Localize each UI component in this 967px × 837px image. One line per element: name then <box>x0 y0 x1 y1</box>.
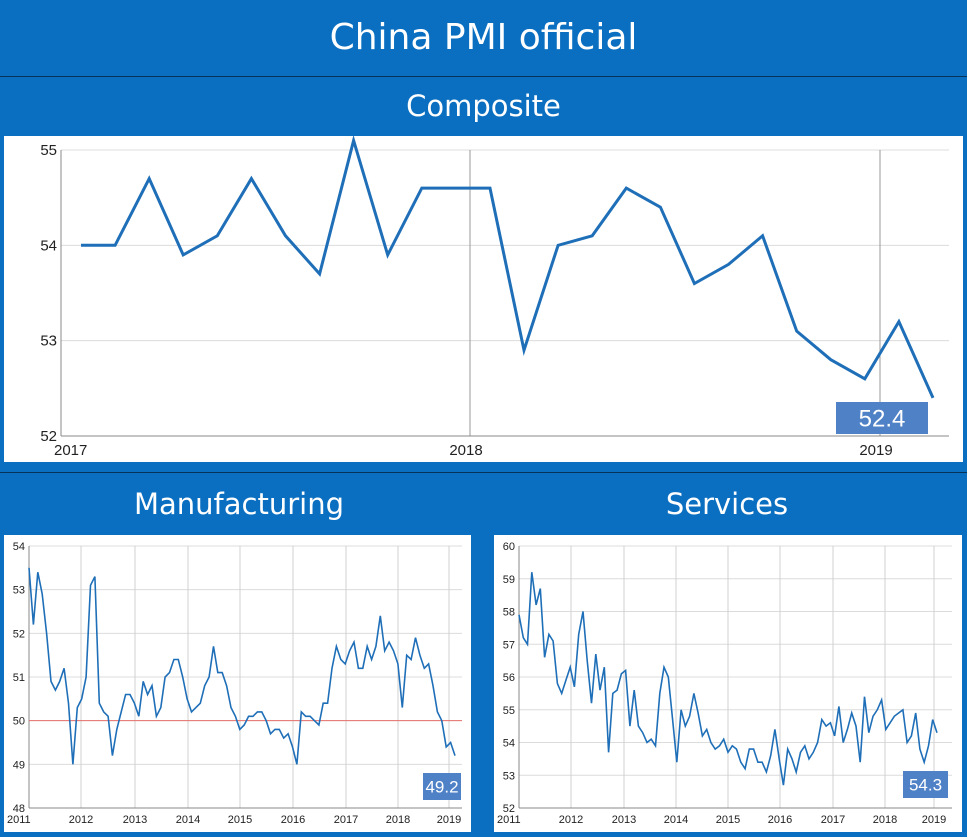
y-tick-label: 54 <box>13 541 25 553</box>
section-divider <box>0 472 967 473</box>
y-tick-label: 60 <box>503 541 515 553</box>
manufacturing-panel: 48 49 50 51 52 53 54 2011 2012 2013 2014 2015 2016 20… <box>4 535 471 832</box>
page-title: China PMI official <box>0 0 967 76</box>
x-tick-label: 2011 <box>497 814 521 826</box>
y-tick-label: 51 <box>13 672 25 684</box>
x-tick-label: 2011 <box>7 814 31 826</box>
last-value-box <box>836 402 928 434</box>
y-tick-label: 53 <box>503 770 515 782</box>
series-line <box>28 567 456 765</box>
series-line <box>518 572 938 786</box>
x-tick-label: 2019 <box>437 814 461 826</box>
manufacturing-title: Manufacturing <box>134 487 344 521</box>
y-tick-label: 49 <box>13 759 25 771</box>
x-tick-label: 2012 <box>69 814 93 826</box>
composite-panel: 52 53 54 55 2017 2018 2019 52.4 <box>4 134 963 462</box>
y-tick-label: 52 <box>13 628 25 640</box>
composite-chart: 52 53 54 55 2017 2018 2019 52.4 <box>40 134 949 459</box>
y-tick-label: 53 <box>40 333 57 350</box>
x-tick-label: 2017 <box>54 442 87 459</box>
last-value-box <box>903 771 948 798</box>
y-tick-label: 48 <box>13 803 25 815</box>
x-tick-label: 2018 <box>386 814 410 826</box>
last-value-label: 54.3 <box>909 776 942 795</box>
last-value-label: 52.4 <box>859 406 906 433</box>
x-tick-label: 2014 <box>664 814 688 826</box>
y-tick-label: 56 <box>503 672 515 684</box>
y-tick-label: 52 <box>503 803 515 815</box>
y-tick-label: 50 <box>13 716 25 728</box>
x-tick-label: 2017 <box>821 814 845 826</box>
y-tick-label: 52 <box>40 428 57 445</box>
manufacturing-chart: 48 49 50 51 52 53 54 2011 2012 2013 2014 2015 2016 20… <box>7 541 462 826</box>
x-tick-label: 2014 <box>176 814 200 826</box>
x-tick-label: 2015 <box>228 814 252 826</box>
y-tick-label: 55 <box>40 142 57 159</box>
header-divider <box>0 76 967 77</box>
y-tick-label: 58 <box>503 607 515 619</box>
x-tick-label: 2016 <box>281 814 305 826</box>
y-tick-label: 57 <box>503 639 515 651</box>
last-value-label: 49.2 <box>425 778 458 797</box>
series-line <box>81 134 935 399</box>
services-chart: 52 53 54 55 56 57 58 59 60 2011 2012 2013 2014 2015 20… <box>497 541 952 826</box>
x-tick-label: 2016 <box>768 814 792 826</box>
x-tick-label: 2012 <box>559 814 583 826</box>
x-tick-label: 2019 <box>859 442 892 459</box>
y-tick-label: 59 <box>503 574 515 586</box>
y-tick-label: 53 <box>13 585 25 597</box>
y-tick-label: 54 <box>503 738 515 750</box>
last-value-box <box>423 773 461 800</box>
x-tick-label: 2019 <box>922 814 946 826</box>
x-tick-label: 2013 <box>612 814 636 826</box>
services-panel: 52 53 54 55 56 57 58 59 60 2011 2012 2013 2014 2015 20… <box>494 535 962 832</box>
x-tick-label: 2015 <box>716 814 740 826</box>
x-tick-label: 2017 <box>334 814 358 826</box>
y-tick-label: 55 <box>503 705 515 717</box>
services-title: Services <box>665 487 789 521</box>
x-tick-label: 2013 <box>123 814 147 826</box>
x-tick-label: 2018 <box>873 814 897 826</box>
y-tick-label: 54 <box>40 237 57 254</box>
composite-title: Composite <box>0 77 967 135</box>
x-tick-label: 2018 <box>449 442 482 459</box>
